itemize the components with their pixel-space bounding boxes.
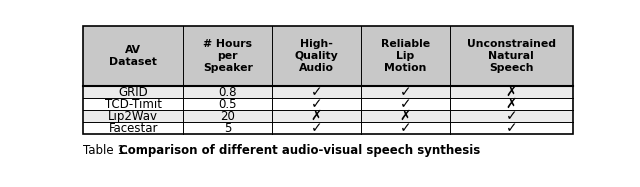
Text: ✓: ✓	[311, 121, 323, 135]
Text: GRID: GRID	[118, 86, 148, 99]
Text: # Hours
per
Speaker: # Hours per Speaker	[203, 39, 253, 73]
Text: Lip2Wav: Lip2Wav	[108, 110, 158, 123]
Bar	[83, 86, 573, 98]
Text: High-
Quality
Audio: High- Quality Audio	[294, 39, 339, 73]
Text: ✓: ✓	[311, 85, 323, 99]
Bar	[83, 98, 573, 110]
Bar	[83, 122, 573, 134]
Text: ✗: ✗	[399, 109, 411, 123]
Text: AV
Dataset: AV Dataset	[109, 45, 157, 67]
Text: ✗: ✗	[506, 97, 517, 111]
Text: 5: 5	[224, 122, 232, 135]
Text: ✓: ✓	[506, 121, 517, 135]
Text: Unconstrained
Natural
Speech: Unconstrained Natural Speech	[467, 39, 556, 73]
Text: ✗: ✗	[311, 109, 323, 123]
Text: Comparison of different audio-visual speech synthesis: Comparison of different audio-visual spe…	[119, 144, 480, 157]
Text: 20: 20	[220, 110, 235, 123]
Text: ✗: ✗	[506, 85, 517, 99]
Text: ✓: ✓	[399, 121, 411, 135]
Text: 0.5: 0.5	[218, 98, 237, 111]
Text: TCD-Timit: TCD-Timit	[105, 98, 162, 111]
Text: ✓: ✓	[311, 97, 323, 111]
Bar	[83, 110, 573, 122]
Text: 0.8: 0.8	[218, 86, 237, 99]
Text: ✓: ✓	[506, 109, 517, 123]
Text: Table 1.: Table 1.	[83, 144, 132, 157]
Text: Reliable
Lip
Motion: Reliable Lip Motion	[381, 39, 430, 73]
Text: ✓: ✓	[399, 85, 411, 99]
Text: Facestar: Facestar	[108, 122, 158, 135]
Text: ✓: ✓	[399, 97, 411, 111]
